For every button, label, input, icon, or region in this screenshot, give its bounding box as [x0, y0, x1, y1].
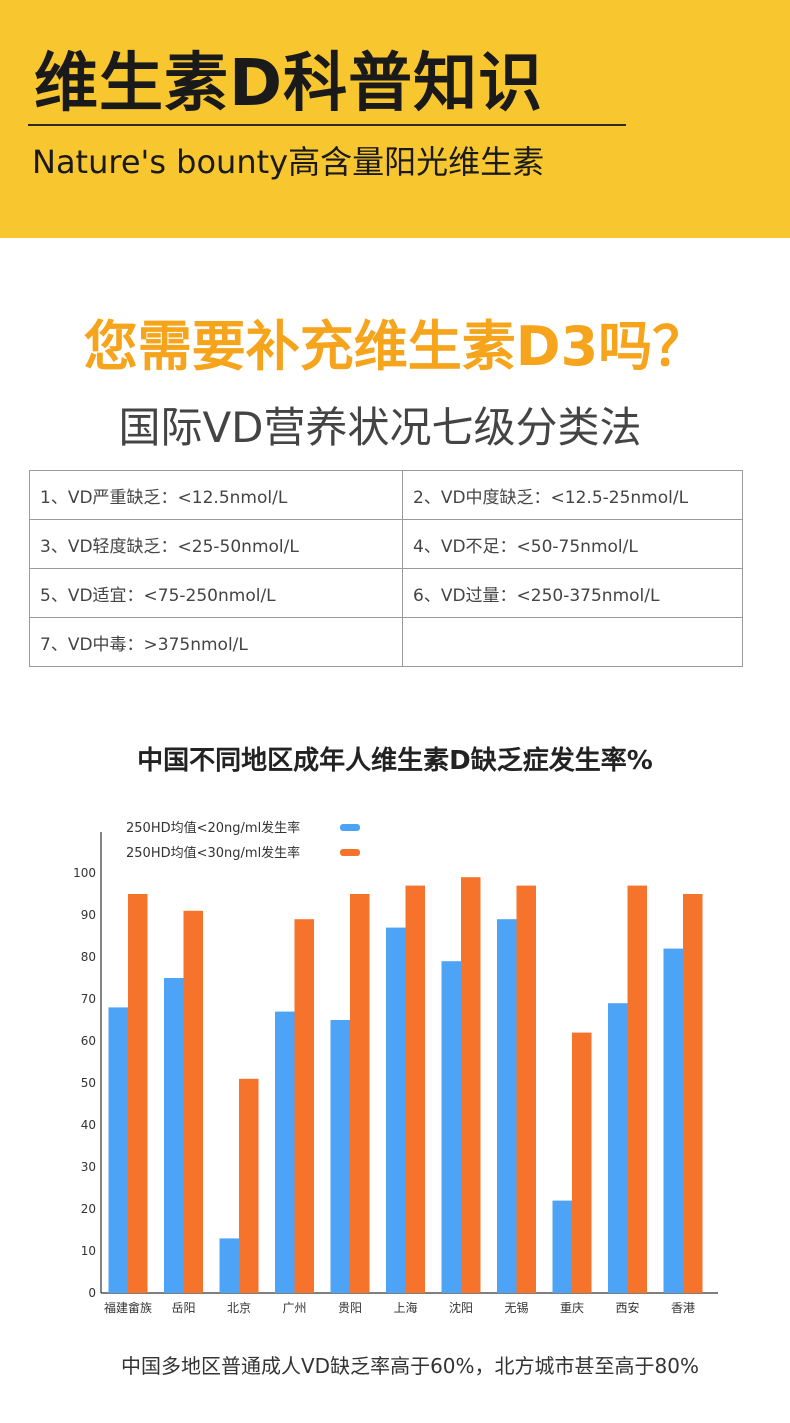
- bar: [128, 894, 148, 1293]
- legend-swatch: [340, 824, 360, 831]
- x-tick-label: 上海: [393, 1300, 417, 1315]
- table-row: 1、VD严重缺乏：<12.5nmol/L 2、VD中度缺乏：<12.5-25nm…: [29, 470, 743, 520]
- legend-label: 250HD均值<20ng/ml发生率: [126, 820, 300, 836]
- table-cell: 1、VD严重缺乏：<12.5nmol/L: [29, 470, 403, 520]
- bar: [572, 1032, 592, 1293]
- bar: [108, 1007, 128, 1293]
- title-divider: [28, 124, 626, 126]
- bar: [275, 1011, 295, 1293]
- question-heading: 您需要补充维生素D3吗？: [83, 315, 707, 378]
- x-tick-label: 北京: [227, 1301, 251, 1315]
- bar: [683, 894, 703, 1293]
- table-cell: 6、VD过量：<250-375nmol/L: [402, 568, 743, 618]
- x-tick-label: 贵阳: [338, 1301, 362, 1315]
- bar-chart: 0 10 20 30 40 50 60 70 80 90 100 福建畲族 岳阳 北京 广州 贵阳 上海 沈阳 无锡…: [73, 820, 718, 1315]
- bar: [350, 894, 370, 1293]
- x-tick-label: 福建畲族: [104, 1300, 152, 1315]
- legend-swatch: [340, 849, 360, 856]
- bar: [663, 948, 683, 1293]
- bar: [608, 1003, 628, 1293]
- bar: [330, 1020, 350, 1293]
- bar: [497, 919, 517, 1293]
- bar: [461, 877, 481, 1293]
- bar: [183, 910, 203, 1293]
- bar: [552, 1200, 572, 1293]
- x-tick-label: 西安: [615, 1300, 639, 1315]
- bar: [294, 919, 314, 1293]
- bar: [239, 1078, 259, 1293]
- x-tick-label: 沈阳: [449, 1300, 473, 1315]
- table-row: 3、VD轻度缺乏：<25-50nmol/L 4、VD不足：<50-75nmol/…: [29, 519, 743, 569]
- classification-table: 1、VD严重缺乏：<12.5nmol/L 2、VD中度缺乏：<12.5-25nm…: [29, 470, 743, 667]
- y-tick-label: 0: [88, 1286, 96, 1300]
- x-tick-label: 岳阳: [171, 1301, 195, 1315]
- chart-title: 中国不同地区成年人维生素D缺乏症发生率%: [137, 746, 653, 776]
- table-cell: 4、VD不足：<50-75nmol/L: [402, 519, 743, 569]
- bar: [386, 927, 406, 1293]
- table-cell: 5、VD适宜：<75-250nmol/L: [29, 568, 403, 618]
- y-tick-label: 30: [81, 1160, 96, 1174]
- header-banner: 维生素D科普知识 Nature's bounty高含量阳光维生素: [0, 0, 790, 238]
- bar: [441, 961, 461, 1293]
- x-tick-label: 重庆: [560, 1301, 584, 1315]
- x-tick-label: 无锡: [504, 1300, 528, 1315]
- x-tick-label: 广州: [282, 1301, 306, 1315]
- bar: [405, 885, 425, 1293]
- table-row: 7、VD中毒：>375nmol/L: [29, 617, 743, 667]
- table-cell: 2、VD中度缺乏：<12.5-25nmol/L: [402, 470, 743, 520]
- y-tick-label: 20: [81, 1202, 96, 1216]
- y-tick-label: 100: [73, 866, 96, 880]
- bar: [164, 978, 184, 1293]
- bar: [219, 1238, 239, 1293]
- footer-note: 中国多地区普通成人VD缺乏率高于60%，北方城市甚至高于80%: [121, 1354, 699, 1378]
- y-tick-label: 10: [81, 1244, 96, 1258]
- y-tick-label: 80: [81, 950, 96, 964]
- y-tick-label: 60: [81, 1034, 96, 1048]
- page-title: 维生素D科普知识: [34, 47, 544, 121]
- table-cell: [402, 617, 743, 667]
- bar: [516, 885, 536, 1293]
- y-tick-label: 50: [81, 1076, 96, 1090]
- page-subtitle: Nature's bounty高含量阳光维生素: [32, 143, 545, 181]
- table-cell: 3、VD轻度缺乏：<25-50nmol/L: [29, 519, 403, 569]
- table-cell: 7、VD中毒：>375nmol/L: [29, 617, 403, 667]
- y-tick-label: 90: [81, 908, 96, 922]
- legend-label: 250HD均值<30ng/ml发生率: [126, 845, 300, 861]
- x-tick-label: 香港: [671, 1301, 695, 1315]
- bar: [627, 885, 647, 1293]
- y-tick-label: 70: [81, 992, 96, 1006]
- classification-title: 国际VD营养状况七级分类法: [118, 403, 642, 452]
- table-row: 5、VD适宜：<75-250nmol/L 6、VD过量：<250-375nmol…: [29, 568, 743, 618]
- y-tick-label: 40: [81, 1118, 96, 1132]
